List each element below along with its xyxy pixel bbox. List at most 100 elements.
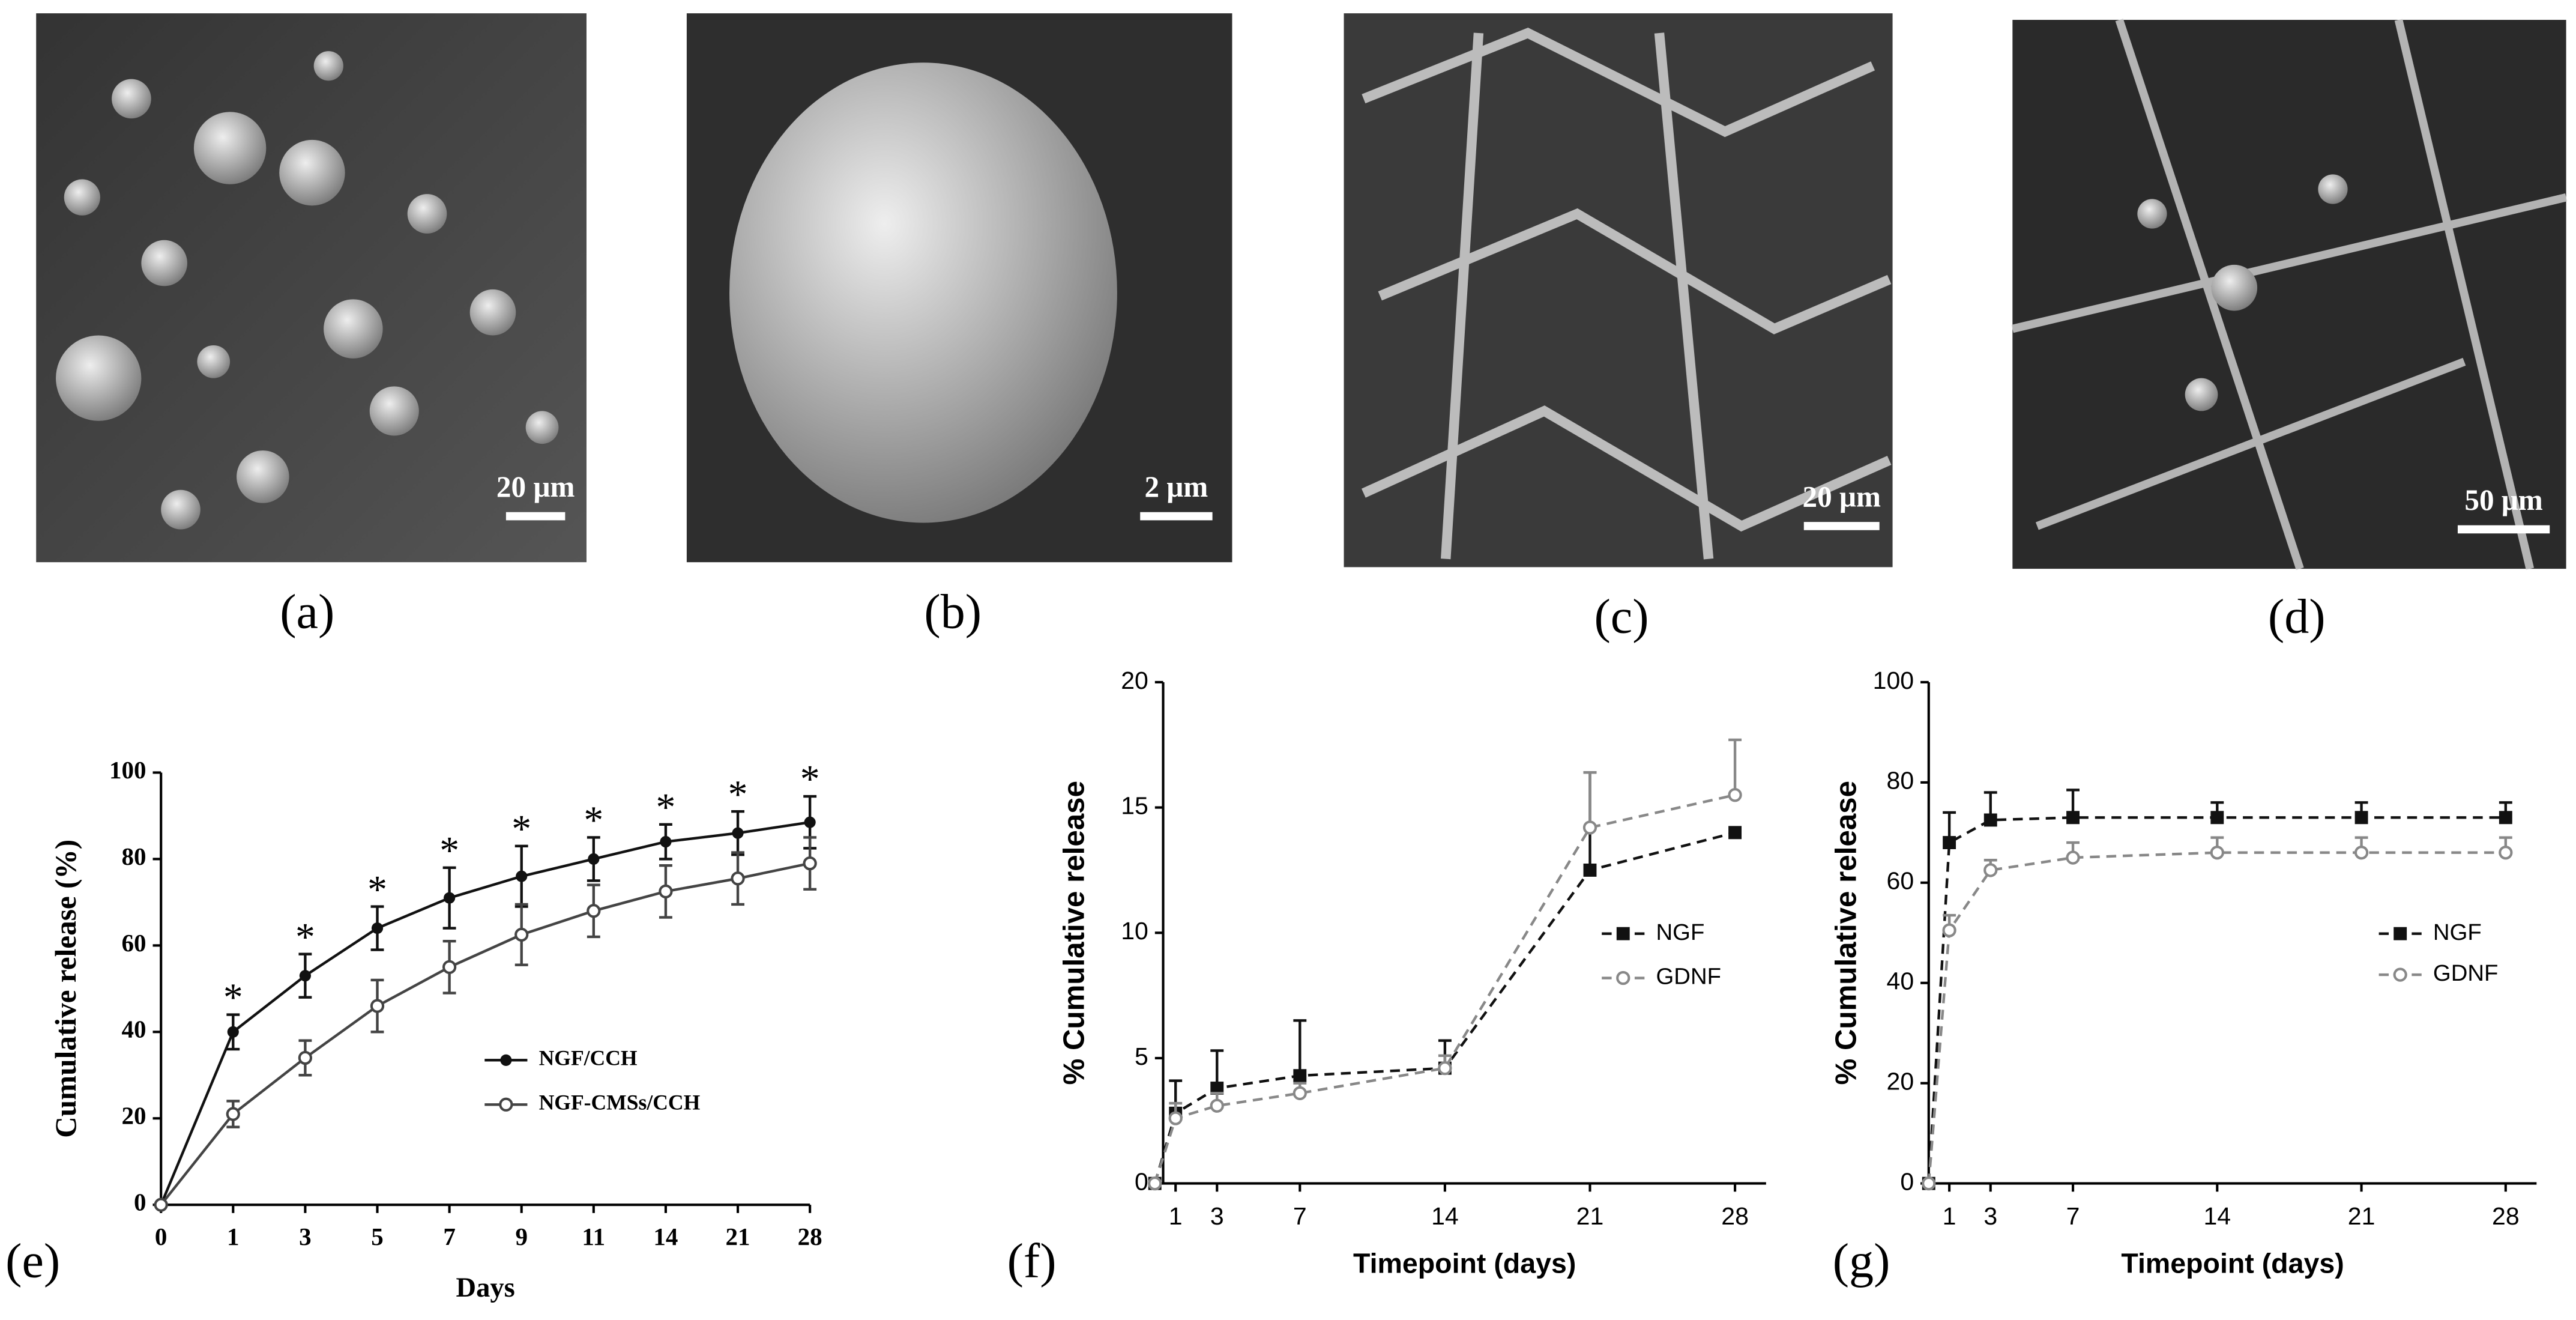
scale-bar-label: 20 μm — [1802, 480, 1881, 513]
y-tick-label: 100 — [109, 756, 146, 784]
y-tick-label: 40 — [122, 1016, 146, 1043]
sem-image-c: 20 μm — [1344, 13, 1893, 568]
marker — [2499, 811, 2512, 825]
error-bar — [1583, 771, 1597, 828]
marker — [732, 827, 744, 839]
marker — [1942, 923, 1956, 937]
marker — [731, 871, 745, 886]
x-tick-label: 14 — [653, 1223, 678, 1250]
sem-image-a: 20 μm — [36, 13, 587, 563]
marker — [1943, 836, 1956, 849]
significance-label: * — [223, 976, 243, 1020]
x-tick-label: 28 — [1721, 1202, 1749, 1230]
significance-label: * — [656, 786, 676, 829]
legend-marker — [2394, 927, 2407, 940]
marker — [514, 927, 529, 942]
marker — [2499, 846, 2513, 860]
legend-marker — [1616, 970, 1630, 985]
marker — [1438, 1061, 1452, 1076]
y-tick-label: 0 — [134, 1188, 146, 1216]
legend-label: NGF — [2433, 919, 2482, 945]
y-tick-label: 20 — [122, 1102, 146, 1130]
x-tick-label: 3 — [1983, 1202, 1997, 1230]
y-tick-label: 20 — [1121, 667, 1148, 694]
significance-label: * — [584, 799, 603, 843]
marker — [298, 1050, 313, 1065]
legend-marker — [500, 1054, 512, 1066]
y-tick-label: 40 — [1887, 967, 1914, 995]
marker — [1148, 1176, 1162, 1191]
y-tick-label: 60 — [1887, 867, 1914, 895]
marker — [226, 1107, 240, 1121]
marker — [803, 856, 817, 871]
sem-image-b: 2 μm — [686, 13, 1232, 563]
significance-label: * — [367, 868, 387, 912]
y-axis-label: Cumulative release (%) — [49, 840, 82, 1138]
scale-bar-label: 50 μm — [2464, 483, 2543, 516]
legend-label: GDNF — [1656, 964, 1721, 990]
marker — [659, 884, 673, 899]
marker — [2066, 850, 2080, 865]
x-tick-label: 3 — [299, 1223, 312, 1250]
x-tick-label: 28 — [2492, 1202, 2520, 1230]
marker — [1983, 863, 1998, 877]
series-line — [160, 821, 810, 1206]
x-tick-label: 21 — [2348, 1202, 2375, 1230]
panel-label: (e) — [5, 1233, 60, 1288]
x-axis-label: Days — [456, 1273, 515, 1303]
x-tick-label: 0 — [155, 1223, 167, 1250]
y-tick-label: 5 — [1135, 1043, 1148, 1070]
marker — [1210, 1082, 1224, 1095]
y-axis-label: % Cumulative release — [1057, 781, 1090, 1085]
x-tick-label: 7 — [1293, 1202, 1307, 1230]
error-bar — [1728, 738, 1742, 795]
x-tick-label: 28 — [798, 1223, 822, 1250]
marker — [2210, 811, 2224, 825]
y-tick-label: 80 — [122, 843, 146, 870]
y-tick-label: 60 — [122, 929, 146, 957]
y-tick-label: 100 — [1873, 667, 1914, 694]
marker — [1728, 788, 1742, 802]
marker — [1210, 1098, 1224, 1113]
chart: 0 5 10 15 20 1 3 7 14 21 28 Timepoint (days) % Cumul… — [1007, 667, 1766, 1288]
scale-bar-label: 20 μm — [496, 470, 575, 503]
x-tick-label: 1 — [1169, 1202, 1183, 1230]
x-tick-label: 9 — [515, 1223, 528, 1250]
marker — [1922, 1176, 1936, 1191]
chart: 0 20 40 60 80 100 0 1 3 5 7 9 11 14 21 28 Days Cumulative… — [5, 756, 822, 1303]
legend-label: NGF-CMSs/CCH — [539, 1090, 701, 1114]
significance-label: * — [439, 829, 459, 873]
x-axis-label: Timepoint (days) — [1353, 1248, 1576, 1279]
legend-label: NGF — [1656, 919, 1705, 945]
series-line — [1927, 851, 2506, 1184]
marker — [588, 853, 600, 865]
x-axis-label: Timepoint (days) — [2121, 1248, 2344, 1279]
series-line — [160, 862, 810, 1206]
error-bar — [1293, 1019, 1307, 1076]
marker — [442, 960, 457, 974]
x-tick-label: 1 — [1943, 1202, 1956, 1230]
panel-label: (a) — [280, 584, 334, 638]
legend-marker — [2393, 967, 2407, 982]
marker — [2066, 811, 2080, 825]
y-tick-label: 20 — [1887, 1068, 1914, 1095]
y-tick-label: 80 — [1887, 767, 1914, 795]
marker — [299, 970, 311, 982]
x-tick-label: 14 — [2203, 1202, 2231, 1230]
series-line — [1153, 831, 1736, 1184]
x-tick-label: 7 — [2066, 1202, 2080, 1230]
marker — [1582, 820, 1597, 835]
significance-label: * — [728, 772, 748, 816]
marker — [1583, 863, 1597, 877]
marker — [1983, 813, 1997, 827]
x-tick-label: 1 — [227, 1223, 240, 1250]
marker — [1293, 1069, 1307, 1083]
marker — [1293, 1086, 1307, 1101]
x-tick-label: 3 — [1210, 1202, 1224, 1230]
x-tick-label: 11 — [582, 1223, 605, 1250]
marker — [660, 836, 672, 848]
x-tick-label: 7 — [443, 1223, 456, 1250]
x-tick-label: 5 — [371, 1223, 384, 1250]
